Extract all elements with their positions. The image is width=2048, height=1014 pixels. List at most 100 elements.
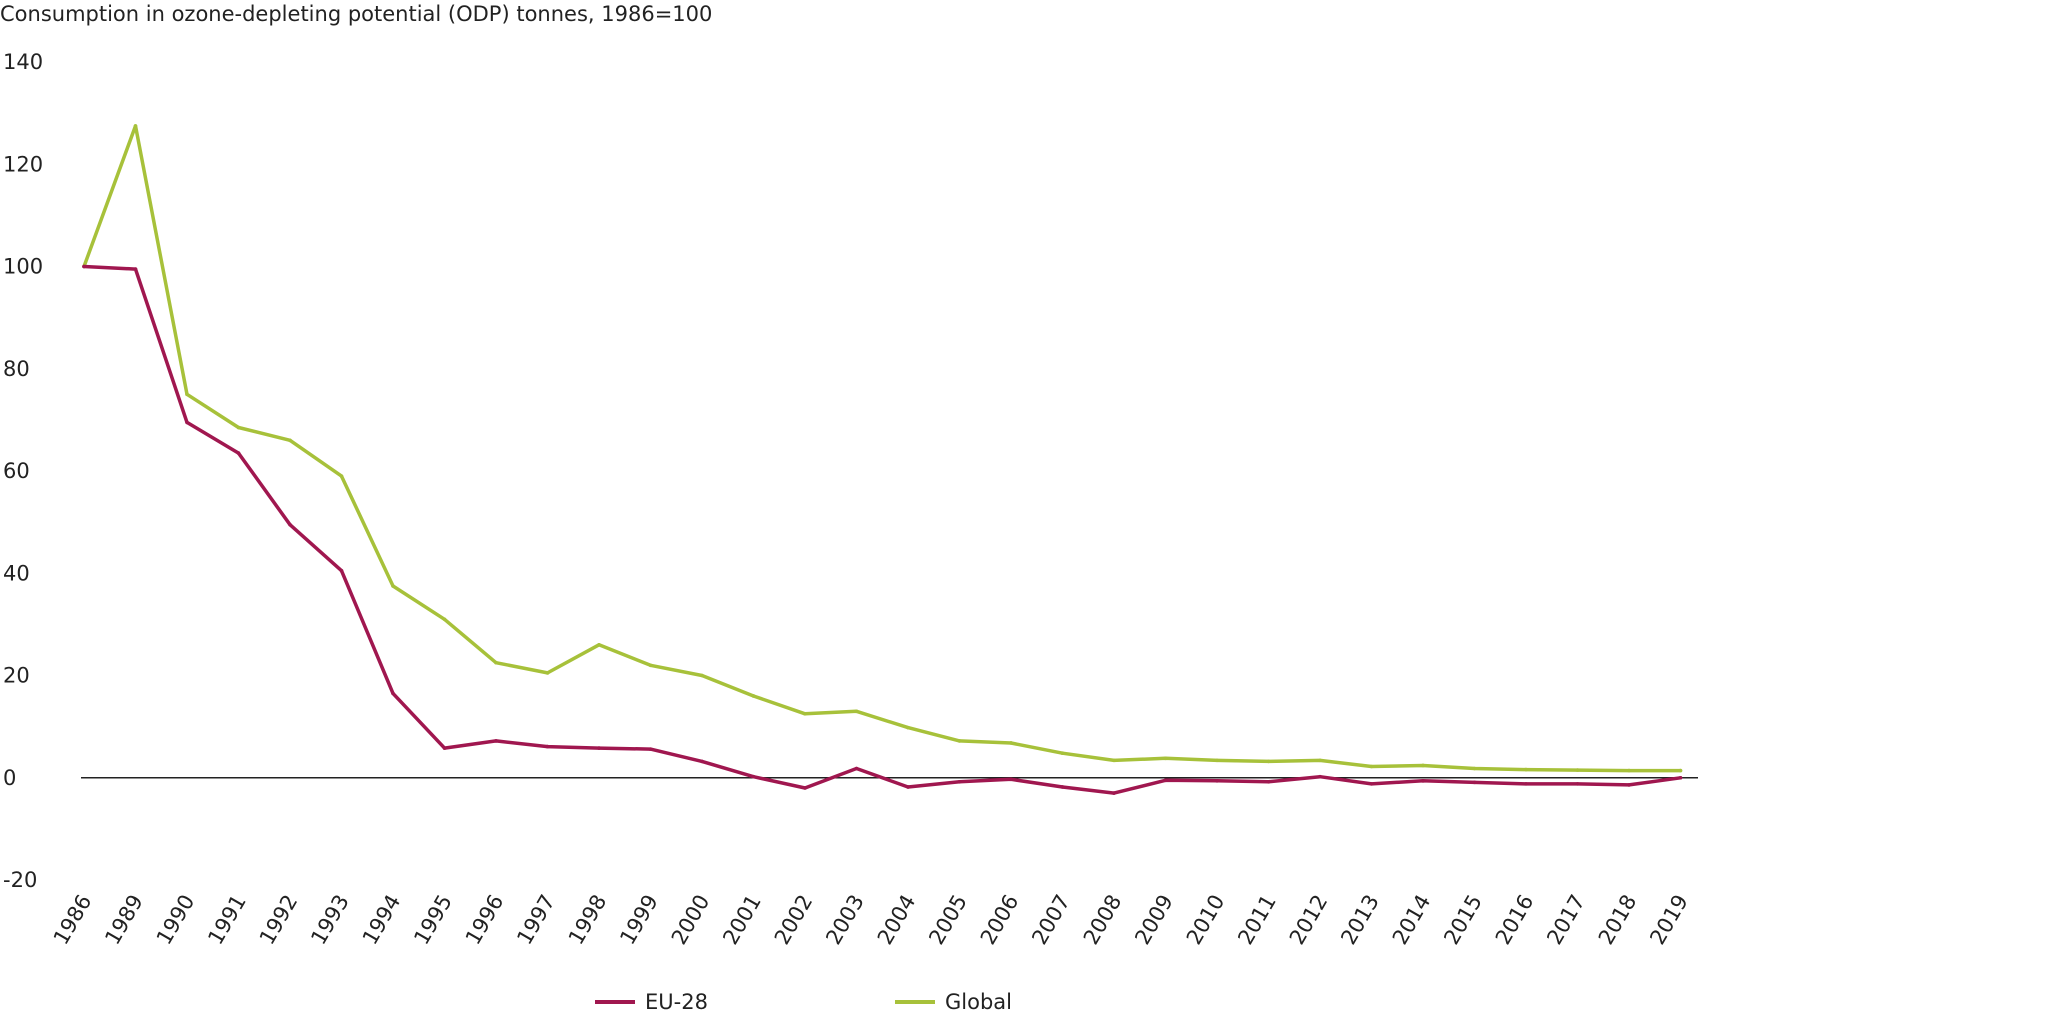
x-tick-label: 2010 <box>1182 891 1230 949</box>
x-tick-label: 1997 <box>512 891 560 949</box>
x-tick-label: 2018 <box>1594 891 1642 949</box>
data-point-global <box>597 643 601 647</box>
data-point-global <box>442 617 447 622</box>
y-tick-label: 0 <box>3 766 16 790</box>
data-point-global <box>700 673 704 678</box>
y-tick-label: 80 <box>3 357 30 381</box>
y-axis: 140 120 100 80 60 40 20 0 -20 <box>3 50 43 892</box>
x-tick-label: 2002 <box>770 891 818 949</box>
x-tick-label: 1994 <box>358 891 406 949</box>
x-axis: 1986 1989 1990 1991 1992 1993 1994 1995 1996 1997… <box>49 891 1693 949</box>
data-point-global <box>906 725 910 730</box>
data-point-eu28 <box>1627 783 1631 787</box>
x-tick-label: 2012 <box>1285 891 1333 949</box>
data-point-global <box>1524 767 1528 772</box>
y-tick-label: 20 <box>3 664 30 688</box>
data-point-eu28 <box>1472 780 1477 785</box>
x-tick-label: 1989 <box>100 891 148 949</box>
data-point-global <box>1472 766 1477 771</box>
x-tick-label: 2011 <box>1233 891 1281 949</box>
chart-title: Consumption in ozone-depleting potential… <box>0 2 713 26</box>
data-point-global <box>494 660 498 665</box>
data-point-global <box>1575 768 1580 772</box>
data-point-eu28 <box>751 774 756 779</box>
x-tick-label: 2013 <box>1336 891 1384 949</box>
x-tick-label: 2003 <box>821 891 869 949</box>
data-point-global <box>1163 756 1168 761</box>
y-tick-label: 40 <box>3 561 30 585</box>
data-point-eu28 <box>957 780 962 784</box>
data-point-global <box>1060 751 1065 756</box>
x-tick-label: 1986 <box>49 891 97 949</box>
data-point-global <box>1369 764 1374 769</box>
x-tick-label: 2009 <box>1130 891 1178 949</box>
x-tick-label: 2006 <box>976 891 1024 949</box>
series-line-eu28 <box>82 264 1683 795</box>
data-point-eu28 <box>236 451 241 455</box>
data-point-eu28 <box>597 746 601 750</box>
x-tick-label: 2005 <box>924 891 972 949</box>
data-point-global <box>236 425 241 430</box>
x-tick-label: 1990 <box>152 891 200 949</box>
data-point-eu28 <box>1009 777 1013 782</box>
data-point-global <box>1215 758 1219 763</box>
data-point-global <box>339 474 344 478</box>
y-tick-label: 60 <box>3 459 30 483</box>
data-point-eu28 <box>1163 778 1168 783</box>
x-tick-label: 1992 <box>255 891 303 949</box>
x-tick-label: 2015 <box>1439 891 1487 949</box>
x-tick-label: 1998 <box>564 891 612 949</box>
series-lines <box>82 124 1683 795</box>
y-tick-label: 120 <box>3 152 43 176</box>
data-point-eu28 <box>1318 774 1322 779</box>
data-point-eu28 <box>133 267 138 271</box>
y-tick-label: -20 <box>3 868 37 892</box>
x-tick-label: 1996 <box>461 891 509 949</box>
data-point-global <box>1266 759 1271 764</box>
data-point-eu28 <box>288 522 292 527</box>
data-point-eu28 <box>1678 775 1683 780</box>
x-tick-label: 1993 <box>306 891 354 949</box>
data-point-eu28 <box>1266 780 1271 784</box>
data-point-eu28 <box>1060 785 1065 789</box>
x-tick-label: 2016 <box>1491 891 1539 949</box>
x-tick-label: 2014 <box>1388 891 1436 949</box>
data-point-eu28 <box>906 785 910 789</box>
data-point-eu28 <box>442 746 447 750</box>
data-point-global <box>751 694 756 698</box>
x-tick-label: 2004 <box>873 891 921 949</box>
data-point-eu28 <box>185 420 189 425</box>
data-point-eu28 <box>494 739 498 743</box>
data-point-eu28 <box>803 786 807 790</box>
data-point-global <box>288 438 292 443</box>
y-tick-label: 140 <box>3 50 43 74</box>
data-point-global <box>854 709 859 714</box>
data-point-global <box>1421 763 1425 768</box>
data-point-eu28 <box>854 766 859 771</box>
data-point-eu28 <box>1421 779 1425 783</box>
data-point-global <box>803 712 807 716</box>
data-point-global <box>1112 758 1116 763</box>
data-point-global <box>391 584 395 588</box>
data-point-eu28 <box>648 747 653 751</box>
data-point-global <box>545 671 550 675</box>
data-point-global <box>133 124 138 128</box>
data-point-eu28 <box>1524 782 1528 786</box>
data-point-global <box>1318 758 1322 763</box>
data-point-global <box>1678 768 1683 773</box>
data-point-global <box>185 392 189 397</box>
data-point-eu28 <box>1369 782 1374 786</box>
data-point-eu28 <box>1575 782 1580 786</box>
data-point-eu28 <box>700 759 704 764</box>
data-point-eu28 <box>82 264 86 269</box>
data-point-eu28 <box>545 744 550 749</box>
x-tick-label: 2008 <box>1079 891 1127 949</box>
data-point-eu28 <box>391 691 395 696</box>
x-tick-label: 2019 <box>1645 891 1693 949</box>
data-point-global <box>1009 741 1013 745</box>
series-line-global <box>82 124 1683 773</box>
data-point-eu28 <box>1215 779 1219 783</box>
data-point-global <box>1627 768 1631 773</box>
x-tick-label: 2001 <box>718 891 766 949</box>
